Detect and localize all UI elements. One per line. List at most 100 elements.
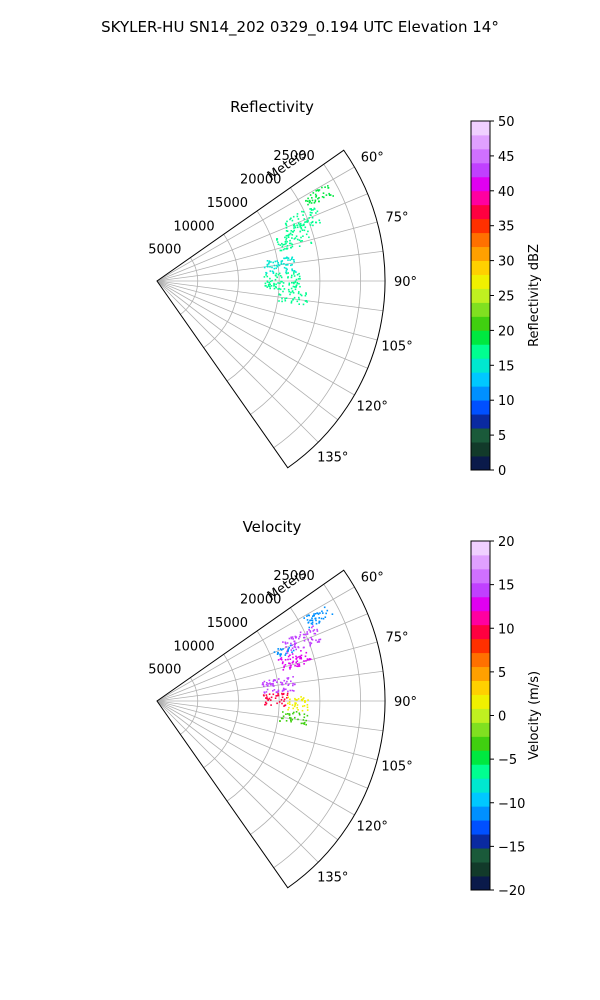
echo-gate: [284, 241, 287, 243]
colorbar-tick-label: 25: [498, 290, 515, 305]
echo-gate: [266, 697, 268, 700]
echo-gate: [305, 200, 307, 202]
echo-gate: [282, 648, 284, 650]
echo-gate: [279, 655, 282, 657]
echo-gate: [300, 236, 302, 239]
echo-gate: [294, 716, 296, 719]
echo-gate: [284, 248, 286, 250]
echo-gate: [277, 693, 279, 695]
echo-gate: [285, 688, 287, 691]
echo-gate: [308, 201, 311, 204]
echo-gate: [315, 212, 317, 214]
colorbar-segment: [471, 834, 490, 849]
colorbar-segment: [471, 428, 490, 443]
echo-gate: [295, 711, 298, 713]
colorbar-segment: [471, 541, 490, 556]
echo-gate: [289, 644, 292, 647]
echo-gate: [310, 209, 313, 211]
colorbar-segment: [471, 176, 490, 192]
echo-gate: [305, 293, 307, 295]
azimuth-gridline: [156, 700, 355, 816]
echo-gate: [303, 721, 306, 724]
azimuth-tick-label: 135°: [317, 451, 348, 466]
echo-gate: [302, 646, 305, 649]
azimuth-tick-label: 60°: [361, 571, 384, 586]
echo-gate: [299, 224, 302, 227]
echo-gate: [309, 644, 311, 647]
echo-gate: [314, 200, 317, 203]
echo-gate: [284, 243, 286, 246]
echo-gate: [282, 285, 284, 287]
colorbar-segment: [471, 148, 490, 164]
echo-gate: [321, 186, 323, 189]
echo-gate: [291, 234, 294, 236]
echo-gate: [301, 210, 303, 213]
colorbar-tick-label: −15: [498, 840, 525, 855]
echo-gate: [299, 657, 302, 659]
echo-gate: [293, 711, 295, 714]
echo-gate: [276, 238, 278, 240]
echo-gate: [285, 239, 287, 241]
echo-gate: [309, 643, 312, 646]
echo-gate: [269, 285, 271, 288]
echo-gate: [295, 235, 298, 237]
azimuth-gridline: [156, 280, 319, 443]
echo-gate: [287, 650, 289, 652]
echo-gate: [303, 716, 306, 719]
echo-gate: [295, 702, 297, 704]
echo-gate: [270, 683, 272, 686]
echo-gate: [276, 702, 278, 705]
echo-gate: [285, 223, 287, 225]
echo-gate: [293, 282, 295, 285]
echo-gate: [289, 232, 292, 235]
echo-gate: [269, 266, 271, 268]
echo-gate: [316, 612, 318, 614]
echo-gate: [273, 689, 276, 691]
echo-gate: [294, 237, 297, 239]
range-ring: [203, 654, 239, 769]
echo-gate: [325, 612, 327, 615]
azimuth-gridline: [156, 166, 355, 282]
colorbar-segment: [471, 554, 490, 570]
echo-gate: [289, 717, 292, 720]
echo-gate: [280, 280, 282, 283]
echo-gate: [282, 717, 284, 720]
echo-gate: [267, 265, 269, 268]
echo-gate: [304, 701, 306, 703]
echo-gate: [282, 711, 284, 713]
echo-gate: [278, 293, 281, 295]
echo-gate: [318, 638, 320, 641]
echo-gate: [289, 698, 291, 701]
echo-gate: [296, 300, 299, 303]
echo-gate: [298, 291, 300, 293]
echo-gate: [321, 196, 324, 198]
echo-gate: [303, 660, 305, 662]
echo-gate: [286, 245, 289, 247]
echo-gate: [273, 651, 276, 653]
colorbar-segment: [471, 806, 490, 821]
echo-gate: [285, 720, 288, 722]
azimuth-gridline: [156, 221, 378, 282]
echo-gate: [282, 689, 284, 691]
sector-outline: [156, 149, 386, 469]
echo-gate: [270, 696, 273, 699]
echo-gate: [313, 629, 316, 631]
echo-gate: [318, 197, 320, 199]
echo-gate: [279, 282, 281, 285]
echo-gate: [306, 631, 308, 633]
colorbar-segment: [471, 121, 490, 136]
velocity-colorbar: −20 −15 −10 −5 0 5 10 15 20 Velocity (m/s): [470, 535, 542, 899]
echo-gate: [304, 221, 306, 223]
echo-gate: [292, 661, 294, 664]
colorbar-label: Velocity (m/s): [527, 671, 542, 760]
range-tick-label: 10000: [173, 639, 214, 654]
colorbar-tick-label: −5: [498, 753, 517, 768]
echo-gate: [306, 633, 308, 635]
echo-gate: [268, 679, 271, 682]
colorbar-segment: [471, 582, 490, 598]
echo-gate: [277, 288, 279, 290]
echo-gate: [323, 606, 326, 609]
colorbar-segment: [471, 246, 490, 261]
echo-gate: [306, 619, 309, 621]
echo-gate: [285, 297, 288, 299]
